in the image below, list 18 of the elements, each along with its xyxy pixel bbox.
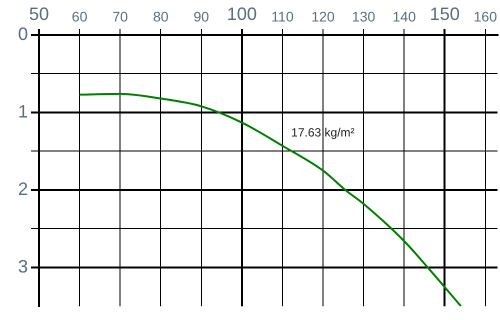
y-tick-label: 2	[18, 178, 28, 199]
x-tick-label: 120	[311, 8, 335, 24]
x-tick-label: 70	[112, 8, 128, 24]
x-tick-label: 60	[72, 8, 88, 24]
x-tick-label: 80	[152, 8, 169, 24]
x-tick-label: 150	[430, 4, 460, 24]
line-series	[78, 92, 462, 306]
y-tick-label: 0	[18, 24, 28, 44]
x-tick-label: 130	[352, 8, 376, 24]
x-tick-label: 50	[28, 4, 50, 24]
y-tick-label: 3	[18, 256, 28, 276]
x-tick-label: 100	[226, 4, 257, 24]
x-tick-label: 140	[392, 8, 416, 24]
x-tick-label: 160	[474, 8, 498, 24]
y-tick-label: 1	[18, 101, 28, 122]
annotation: 17.63 kg/m²	[291, 125, 355, 140]
x-tick-label: 90	[194, 8, 210, 24]
x-tick-label: 110	[271, 8, 294, 24]
